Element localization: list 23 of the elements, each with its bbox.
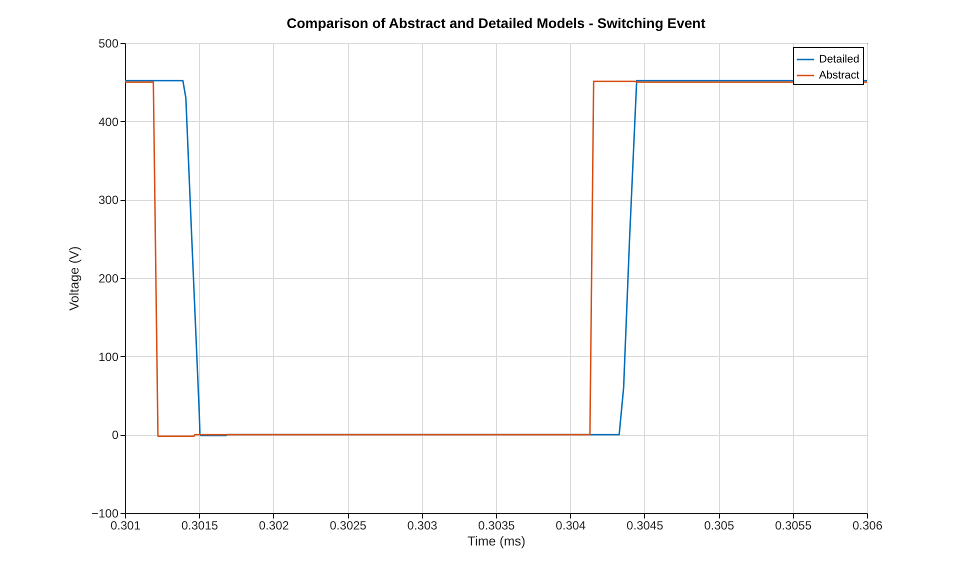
- y-tick-label: 0: [112, 428, 119, 442]
- x-axis-title: Time (ms): [467, 534, 526, 548]
- legend-label: Detailed: [819, 54, 860, 66]
- y-tick-label: 200: [98, 272, 119, 286]
- y-tick-label: 300: [98, 193, 119, 208]
- x-tick-label: 0.305: [704, 518, 734, 532]
- x-tick-label: 0.3015: [181, 518, 218, 532]
- y-tick-label: −100: [91, 506, 119, 520]
- x-tick-label: 0.301: [110, 518, 141, 532]
- y-tick-label: 400: [98, 114, 119, 129]
- x-tick-label: 0.302: [258, 518, 290, 532]
- x-tick-label: 0.3035: [478, 518, 516, 532]
- x-tick-label: 0.3025: [330, 518, 367, 532]
- x-tick-label: 0.304: [556, 518, 586, 532]
- x-tick-label: 0.3055: [774, 518, 812, 532]
- x-tick-label: 0.303: [407, 518, 438, 532]
- chart-title: Comparison of Abstract and Detailed Models - Switching Event: [286, 15, 706, 31]
- x-tick-label: 0.306: [852, 518, 883, 532]
- y-tick-label: 100: [98, 350, 119, 364]
- y-tick-label: 500: [98, 36, 119, 50]
- y-axis-title: Voltage (V): [66, 246, 82, 311]
- legend-label: Abstract: [819, 70, 860, 82]
- x-tick-label: 0.3045: [626, 518, 664, 532]
